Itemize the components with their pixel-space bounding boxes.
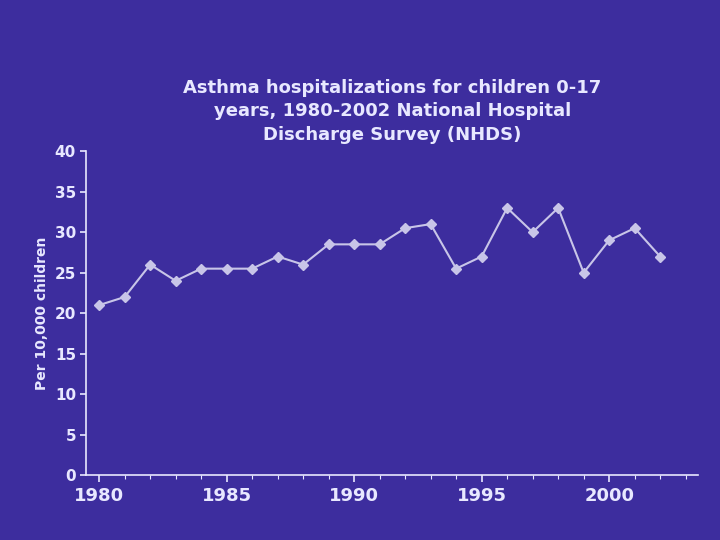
Title: Asthma hospitalizations for children 0-17
years, 1980-2002 National Hospital
Dis: Asthma hospitalizations for children 0-1… (184, 79, 601, 144)
Y-axis label: Per 10,000 children: Per 10,000 children (35, 237, 49, 390)
